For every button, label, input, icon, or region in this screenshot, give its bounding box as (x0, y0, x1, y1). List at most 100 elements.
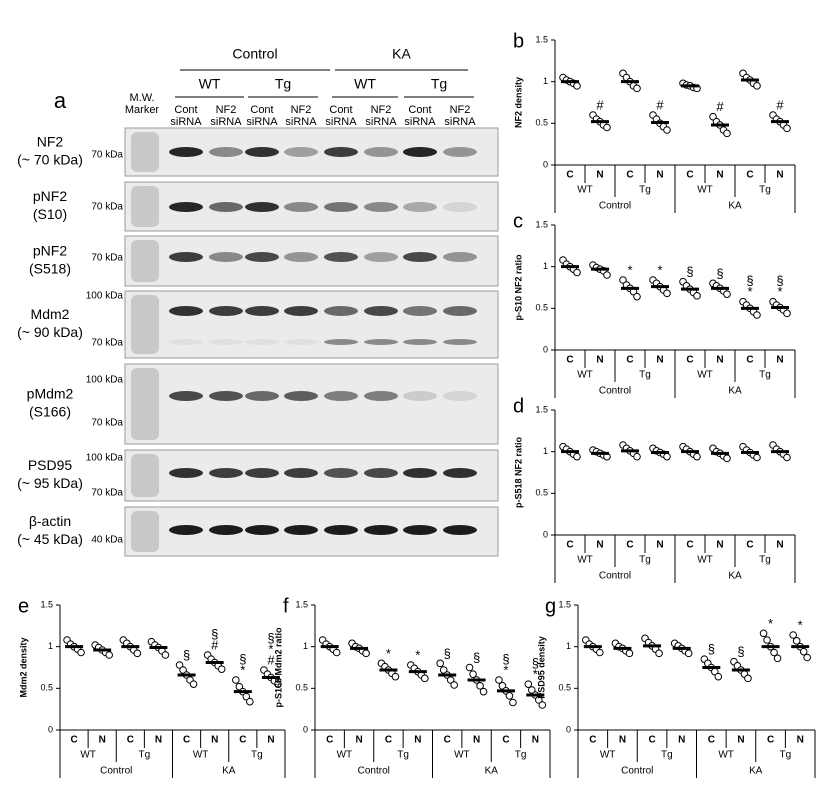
lane-label: siRNA (404, 116, 436, 128)
x-tick-label: N (596, 540, 603, 551)
group-label: WT (337, 750, 353, 761)
marker-label: Marker (125, 104, 160, 116)
data-point (684, 649, 693, 658)
band (284, 252, 318, 262)
panel-label: e (18, 595, 29, 617)
x-tick-label: N (596, 170, 603, 181)
data-point (714, 672, 723, 681)
group-label: KA (392, 46, 411, 62)
lane-label: siRNA (365, 116, 397, 128)
y-axis-label: NF2 density (513, 77, 523, 128)
group-label: WT (577, 555, 593, 566)
supergroup-label: Control (599, 571, 631, 582)
row-label: pNF2 (33, 188, 67, 204)
band (403, 339, 437, 345)
x-tick-label: C (385, 735, 392, 746)
data-point (723, 290, 731, 298)
x-tick-label: N (716, 355, 723, 366)
x-tick-label: C (502, 735, 509, 746)
band (443, 252, 477, 262)
data-point (535, 696, 543, 704)
y-tick-label: 0.5 (295, 683, 308, 693)
band (169, 339, 203, 345)
significance-mark: # (716, 99, 724, 114)
data-point (528, 686, 536, 694)
supergroup-label: Control (100, 766, 132, 777)
blot (124, 290, 499, 359)
significance-mark: * (268, 641, 273, 656)
band (245, 525, 279, 535)
y-tick-label: 1.5 (535, 34, 548, 44)
x-tick-label: N (776, 170, 783, 181)
band (364, 339, 398, 345)
group-label: WT (718, 750, 734, 761)
band (443, 468, 477, 478)
y-tick-label: 1.5 (535, 404, 548, 414)
x-tick-label: C (566, 170, 573, 181)
significance-mark: § (502, 651, 509, 666)
y-tick-label: 0 (566, 724, 571, 734)
data-point (759, 629, 768, 638)
data-point (465, 663, 474, 672)
band (284, 147, 318, 157)
data-point (495, 676, 503, 684)
band (245, 252, 279, 262)
supergroup-label: KA (485, 766, 499, 777)
group-label: Tg (661, 750, 673, 761)
data-point (799, 647, 808, 656)
band (209, 339, 243, 345)
data-point (633, 452, 641, 461)
data-point (633, 84, 641, 93)
y-tick-label: 0.5 (535, 303, 548, 313)
band (364, 252, 398, 262)
data-point (693, 452, 701, 461)
group-label: Tg (639, 555, 651, 566)
y-tick-label: 0 (303, 724, 308, 734)
data-point (479, 687, 488, 696)
significance-mark: § (444, 646, 451, 661)
y-tick-label: 1.5 (535, 219, 548, 229)
data-point (469, 670, 477, 678)
data-point (744, 674, 752, 683)
x-tick-label: N (716, 170, 723, 181)
data-point (498, 682, 507, 690)
data-point (753, 453, 761, 462)
group-label: Tg (397, 750, 409, 761)
y-axis-label: PSD95 density (536, 636, 546, 699)
x-tick-label: C (686, 540, 693, 551)
band (324, 306, 358, 316)
mw-label: 70 kDa (91, 150, 123, 161)
x-tick-label: N (473, 735, 480, 746)
group-label: WT (697, 185, 713, 196)
panel-label: a (54, 88, 67, 113)
lane-label: siRNA (246, 116, 278, 128)
data-point (175, 661, 184, 669)
band (324, 391, 358, 401)
data-point (770, 648, 778, 657)
band (169, 525, 203, 535)
band (403, 147, 437, 157)
group-label: WT (577, 370, 593, 381)
x-tick-label: N (99, 735, 106, 746)
y-tick-label: 1 (543, 446, 548, 456)
band (324, 525, 358, 535)
data-point (709, 112, 717, 121)
significance-mark: * (777, 284, 782, 299)
band (324, 202, 358, 212)
significance-mark: § (708, 642, 715, 657)
x-tick-label: C (708, 735, 715, 746)
lane-label: NF2 (450, 104, 471, 116)
band (443, 391, 477, 401)
band (284, 525, 318, 535)
data-point (753, 82, 761, 90)
data-point (663, 452, 671, 461)
lane-label: NF2 (371, 104, 392, 116)
mw-label: 100 kDa (86, 375, 124, 386)
x-tick-label: N (267, 735, 274, 746)
x-tick-label: N (355, 735, 362, 746)
significance-mark: # (656, 97, 664, 112)
data-point (446, 676, 455, 684)
x-tick-label: C (686, 170, 693, 181)
band (324, 468, 358, 478)
y-tick-label: 0 (48, 724, 53, 734)
